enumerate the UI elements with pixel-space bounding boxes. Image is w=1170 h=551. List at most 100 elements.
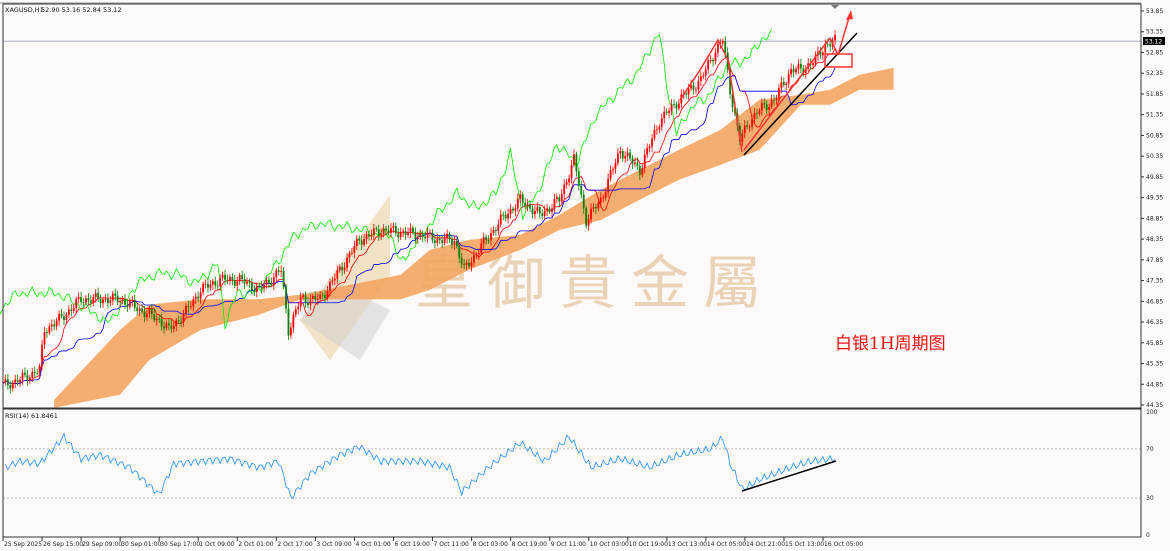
- candle: [172, 321, 175, 333]
- candle-body: [482, 237, 485, 244]
- candle-body: [353, 245, 356, 253]
- candle: [714, 48, 717, 65]
- candle-body: [731, 94, 734, 108]
- candle: [799, 58, 802, 74]
- candle-body: [819, 51, 822, 56]
- candle-body: [612, 169, 614, 171]
- main-pane[interactable]: [2, 3, 1142, 409]
- candle: [721, 38, 724, 47]
- candle: [307, 296, 309, 309]
- candle-body: [526, 204, 529, 207]
- rsi-pane[interactable]: [2, 408, 1142, 538]
- candle: [780, 76, 783, 94]
- candle: [209, 280, 212, 291]
- candle-body: [58, 313, 61, 321]
- candle-body: [209, 284, 212, 288]
- candle-body: [63, 316, 65, 320]
- candle: [397, 227, 400, 243]
- candle: [214, 276, 217, 289]
- candle: [365, 231, 368, 245]
- candle-body: [802, 68, 805, 74]
- candle: [331, 276, 334, 286]
- candle: [231, 273, 234, 286]
- candle-body: [175, 320, 178, 327]
- candle-body: [80, 297, 82, 303]
- candle-body: [111, 293, 114, 301]
- candle-body: [412, 227, 414, 232]
- candle: [534, 205, 536, 220]
- candle-body: [695, 89, 697, 91]
- candle-body: [109, 300, 112, 304]
- candle-body: [677, 103, 680, 109]
- candle: [119, 297, 122, 308]
- candle-body: [502, 214, 505, 216]
- candle: [243, 273, 246, 289]
- candle-body: [241, 275, 244, 280]
- candle-body: [224, 274, 226, 280]
- candle: [526, 198, 529, 212]
- candle: [473, 250, 475, 267]
- candle-body: [570, 165, 573, 179]
- candle: [433, 235, 436, 249]
- candle: [263, 279, 265, 293]
- candle-body: [438, 238, 441, 240]
- candle-body: [116, 295, 119, 303]
- candle-body: [673, 104, 675, 106]
- candle: [143, 306, 146, 323]
- candle-body: [197, 296, 200, 299]
- candle: [646, 143, 649, 159]
- candle: [587, 214, 590, 231]
- candle: [189, 301, 192, 310]
- time-tick-label: 2 Oct 01:00: [238, 541, 273, 548]
- candle: [604, 188, 607, 201]
- annotation-text: 白银1H周期图: [835, 334, 946, 354]
- candle: [699, 71, 702, 87]
- candle-body: [558, 197, 561, 202]
- candle-body: [194, 296, 197, 300]
- candle: [436, 233, 439, 247]
- candle: [60, 308, 63, 319]
- candle-body: [582, 194, 585, 209]
- candle-body: [768, 106, 771, 111]
- candle-body: [424, 236, 427, 239]
- candle: [241, 270, 244, 284]
- watermark-logo-shadow: [300, 280, 390, 360]
- candle: [416, 231, 419, 244]
- time-tick-label: 30 Sep 01:00: [121, 541, 161, 548]
- candle: [148, 306, 151, 318]
- candle: [63, 311, 65, 326]
- candle-body: [712, 60, 714, 62]
- candle: [453, 235, 456, 250]
- candle: [294, 305, 297, 318]
- candle-body: [421, 233, 424, 237]
- candle-body: [180, 321, 183, 323]
- rsi-trendline[interactable]: [741, 460, 837, 492]
- candle-body: [592, 207, 595, 209]
- candle: [116, 290, 119, 306]
- candle: [463, 259, 466, 269]
- red-pullback-line: [829, 37, 839, 56]
- candle-body: [743, 125, 746, 134]
- candle: [653, 124, 656, 141]
- candle: [448, 231, 451, 243]
- candle-body: [402, 231, 405, 233]
- candle: [597, 197, 600, 212]
- kijun-sen-line: [2, 67, 836, 385]
- candle-body: [363, 239, 366, 245]
- candle: [358, 235, 361, 245]
- candle-body: [531, 208, 534, 215]
- red-box-marker: [824, 53, 853, 68]
- candle-body: [485, 237, 488, 241]
- candle: [407, 227, 409, 239]
- candle-body: [216, 285, 219, 287]
- candle-body: [226, 279, 229, 281]
- candle-body: [699, 76, 702, 81]
- candle: [455, 237, 458, 249]
- candle: [314, 291, 317, 303]
- red-channel-line: [743, 37, 831, 151]
- candle: [536, 202, 539, 214]
- shift-marker-icon[interactable]: [831, 5, 839, 9]
- candle: [48, 323, 51, 335]
